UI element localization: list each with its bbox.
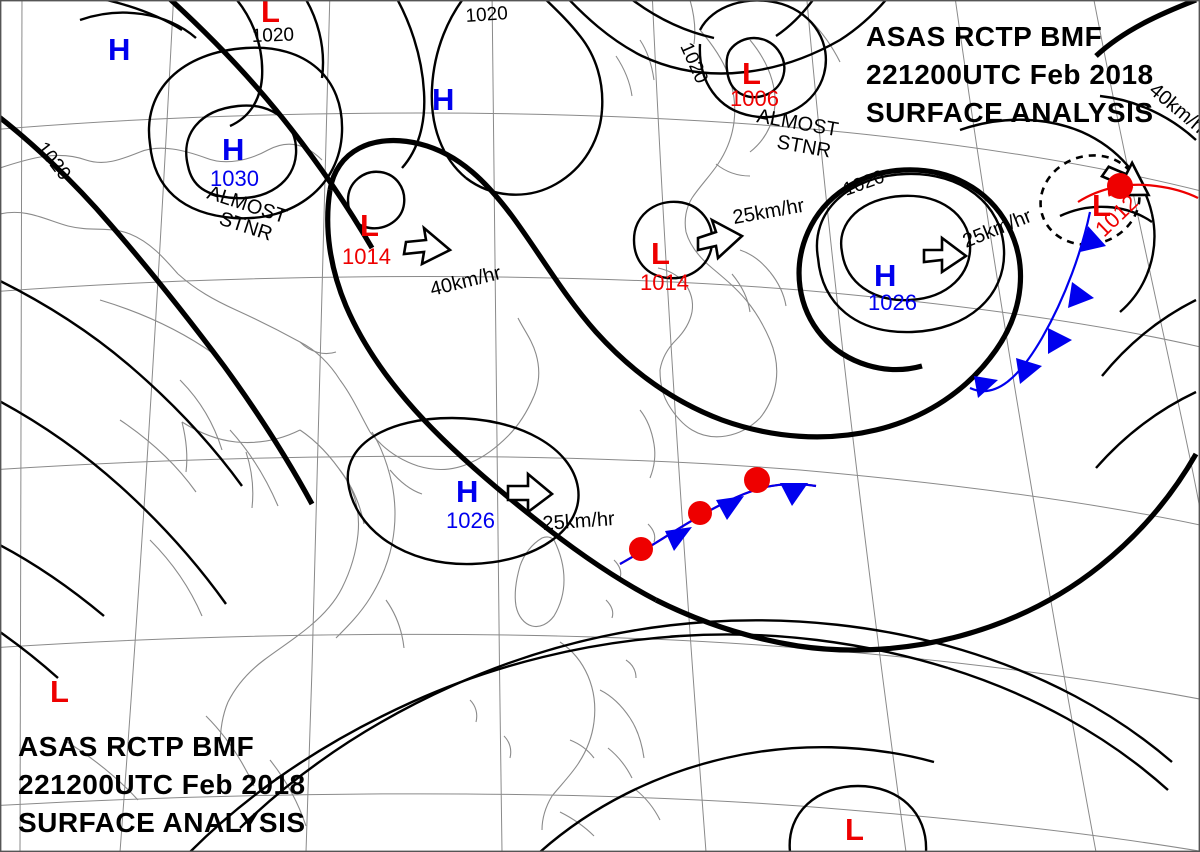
low-symbol: L — [651, 236, 670, 271]
pressure-center-l-unlabeled-lowerleft: L — [50, 674, 69, 709]
isobar-label: 1020 — [251, 25, 294, 47]
low-symbol: L — [261, 0, 280, 29]
pressure-center-l-unlabeled-bottom: L — [845, 812, 864, 847]
high-symbol: H — [108, 32, 130, 67]
high-value: 1026 — [868, 290, 917, 315]
time-line: 221200UTC Feb 2018 — [866, 59, 1154, 90]
warm-front-upper-right — [1077, 173, 1199, 203]
cold-front-pip — [1048, 328, 1072, 354]
high-symbol: H — [456, 474, 478, 509]
low-symbol: L — [50, 674, 69, 709]
pressure-center-h-1026-lower: H 1026 25km/hr — [446, 471, 616, 535]
time-line: 221200UTC Feb 2018 — [18, 769, 306, 800]
warm-front-pip — [744, 467, 770, 493]
stationary-front-mid — [619, 467, 817, 565]
low-symbol: L — [845, 812, 864, 847]
cold-front-pip — [1016, 358, 1042, 384]
cold-front-pip — [1068, 282, 1094, 308]
coastlines — [0, 0, 841, 837]
product-line: ASAS RCTP BMF — [866, 21, 1102, 52]
title-block-top-right: ASAS RCTP BMF 221200UTC Feb 2018 SURFACE… — [866, 21, 1154, 128]
high-value: 1026 — [446, 508, 495, 533]
cold-front-pip — [1080, 226, 1106, 252]
low-value: 1014 — [342, 244, 391, 269]
kind-line: SURFACE ANALYSIS — [866, 97, 1154, 128]
pressure-center-h-unlabeled-center: H — [432, 82, 454, 117]
high-value: 1030 — [210, 166, 259, 191]
low-symbol: L — [742, 56, 761, 91]
high-symbol: H — [874, 258, 896, 293]
motion-arrow — [506, 471, 555, 515]
isobar-label: 1020 — [465, 3, 509, 27]
cold-front-pip — [780, 483, 808, 506]
motion-arrow — [922, 235, 969, 275]
product-line: ASAS RCTP BMF — [18, 731, 254, 762]
title-block-bottom-left: ASAS RCTP BMF 221200UTC Feb 2018 SURFACE… — [18, 731, 306, 838]
high-symbol: H — [432, 82, 454, 117]
pressure-center-h-unlabeled-left: H — [108, 32, 130, 67]
motion-arrow — [696, 217, 745, 261]
warm-front-pip — [688, 501, 712, 525]
kind-line: SURFACE ANALYSIS — [18, 807, 306, 838]
low-value: 1014 — [640, 270, 689, 295]
low-symbol: L — [1092, 188, 1111, 223]
pressure-center-l-unlabeled-top: L — [261, 0, 280, 29]
warm-front-pip — [629, 537, 653, 561]
low-symbol: L — [360, 208, 379, 243]
speed-label: 25km/hr — [542, 508, 616, 535]
high-symbol: H — [222, 132, 244, 167]
cold-front-pip — [974, 376, 998, 398]
cold-front-pip — [716, 496, 744, 520]
motion-arrow — [402, 224, 453, 267]
cold-front-pip — [665, 527, 692, 551]
cold-front-upper-right — [969, 211, 1106, 398]
low-value: 1006 — [730, 86, 779, 111]
